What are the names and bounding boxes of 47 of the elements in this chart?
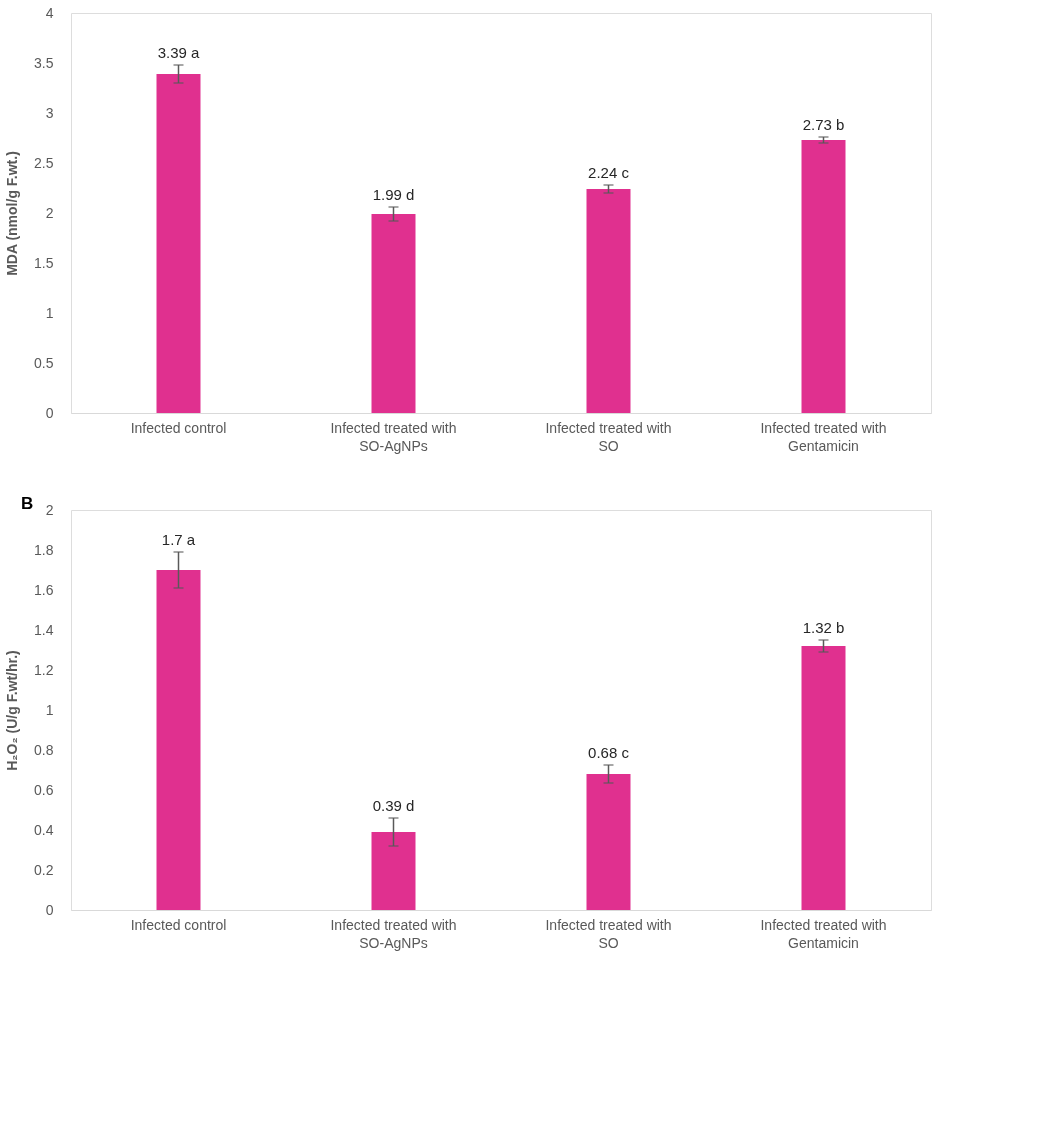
x-tick-label: Infected treated with Gentamicin xyxy=(760,419,887,454)
x-tick-label: Infected control xyxy=(130,916,227,933)
data-label: 1.99 d xyxy=(372,186,415,203)
y-tick-label: 0 xyxy=(45,404,54,421)
y-tick-label: 1.4 xyxy=(34,621,54,638)
data-label: 2.24 c xyxy=(588,164,630,181)
y-tick-label: 1 xyxy=(45,304,54,321)
y-tick-label: 0.2 xyxy=(34,861,54,878)
bar xyxy=(371,214,416,413)
x-tick-label: Infected treated with Gentamicin xyxy=(760,916,887,951)
x-tick-label: Infected treated with SO xyxy=(545,419,672,454)
bar xyxy=(156,74,201,413)
bar xyxy=(586,189,631,413)
y-tick-label: 0.6 xyxy=(34,781,54,798)
y-tick-label: 4 xyxy=(45,4,54,21)
y-tick-label: 0.5 xyxy=(34,354,54,371)
x-tick-label: Infected treated with SO-AgNPs xyxy=(330,916,457,951)
y-tick-label: 3 xyxy=(45,104,54,121)
y-tick-label: 1.2 xyxy=(34,661,54,678)
text: B xyxy=(21,494,34,513)
y-tick-label: 1.6 xyxy=(34,581,54,598)
bar xyxy=(371,832,416,910)
y-tick-label: 0 xyxy=(45,901,54,918)
bar xyxy=(801,646,846,910)
y-axis-title: H₂O₂ (U/g F.wt/hr.) xyxy=(4,650,21,771)
y-tick-label: 2 xyxy=(45,501,54,518)
y-tick-label: 2 xyxy=(45,204,54,221)
y-tick-label: 0.4 xyxy=(34,821,54,838)
bar xyxy=(801,140,846,413)
x-tick-label: Infected treated with SO-AgNPs xyxy=(330,419,457,454)
data-label: 0.39 d xyxy=(372,797,415,814)
y-tick-label: 1.8 xyxy=(34,541,54,558)
data-label: 3.39 a xyxy=(157,44,200,61)
y-tick-label: 3.5 xyxy=(34,54,54,71)
y-tick-label: 1 xyxy=(45,701,54,718)
x-tick-label: Infected treated with SO xyxy=(545,916,672,951)
data-label: 1.7 a xyxy=(161,531,196,548)
bar xyxy=(586,774,631,910)
data-label: 1.32 b xyxy=(802,619,845,636)
y-tick-label: 1.5 xyxy=(34,254,54,271)
y-tick-label: 2.5 xyxy=(34,154,54,171)
data-label: 0.68 c xyxy=(588,744,630,761)
y-tick-label: 0.8 xyxy=(34,741,54,758)
y-axis-title: MDA (nmol/g F.wt.) xyxy=(4,151,21,276)
x-tick-label: Infected control xyxy=(130,419,227,436)
data-label: 2.73 b xyxy=(802,116,845,133)
bar xyxy=(156,570,201,910)
